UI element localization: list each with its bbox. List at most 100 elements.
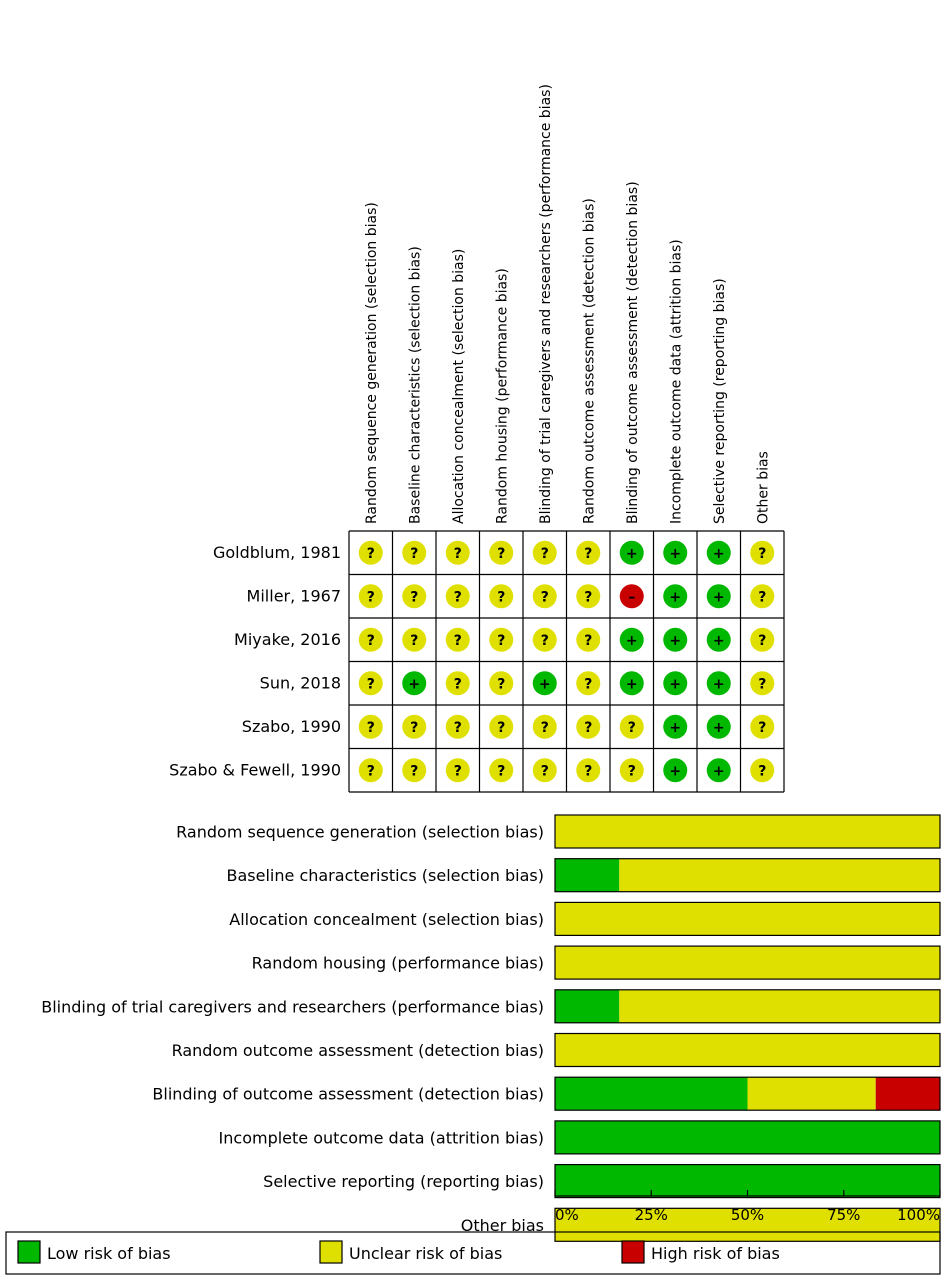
rating-symbol: +: [408, 676, 420, 692]
rating-symbol: ?: [497, 676, 505, 692]
bar-segment-high: [875, 1077, 940, 1111]
bar-segment-unclear: [555, 815, 940, 848]
rating-dot-unclear: [532, 584, 557, 609]
rating-dot-unclear: [576, 758, 601, 783]
category-label: Random outcome assessment (detection bia…: [172, 1041, 544, 1060]
rating-dot-unclear: [358, 627, 383, 652]
rating-dot-low: [706, 584, 731, 609]
rating-dot-unclear: [489, 540, 514, 565]
category-label: Blinding of trial caregivers and researc…: [41, 997, 544, 1016]
rating-dot-unclear: [750, 584, 775, 609]
rating-dot-unclear: [445, 671, 470, 696]
rating-dot-unclear: [750, 714, 775, 739]
rating-symbol: ?: [367, 720, 375, 736]
rating-symbol: ?: [497, 763, 505, 779]
rating-symbol: ?: [497, 589, 505, 605]
rating-symbol: ?: [367, 633, 375, 649]
x-tick-label: 25%: [635, 1206, 668, 1224]
study-label: Miller, 1967: [247, 586, 341, 605]
rating-dot-unclear: [445, 627, 470, 652]
rating-dot-low: [619, 671, 644, 696]
study-label: Szabo & Fewell, 1990: [169, 760, 341, 779]
rating-dot-unclear: [576, 714, 601, 739]
rating-dot-unclear: [576, 540, 601, 565]
rating-symbol: +: [713, 546, 725, 562]
rating-dot-unclear: [532, 714, 557, 739]
bar-outline: [554, 1032, 941, 1068]
rating-dot-unclear: [358, 758, 383, 783]
rating-symbol: ?: [454, 589, 462, 605]
rating-symbol: +: [669, 633, 681, 649]
rating-dot-unclear: [532, 627, 557, 652]
rating-symbol: ?: [410, 589, 418, 605]
rating-symbol: ?: [758, 589, 766, 605]
bar-outline: [554, 901, 941, 937]
rating-symbol: +: [713, 589, 725, 605]
legend-box: [5, 1231, 941, 1275]
rating-dot-unclear: [358, 540, 383, 565]
rating-symbol: ?: [541, 546, 549, 562]
rating-dot-low: [706, 671, 731, 696]
rating-dot-unclear: [489, 758, 514, 783]
bar-segment-unclear: [555, 1208, 940, 1242]
bar-segment-low: [555, 1120, 940, 1154]
column-header: Selective reporting (reporting bias): [712, 278, 728, 524]
risk-of-bias-summary: Random sequence generation (selection bi…: [169, 84, 785, 793]
rating-symbol: ?: [584, 589, 592, 605]
rating-dot-unclear: [750, 540, 775, 565]
rating-dot-unclear: [489, 671, 514, 696]
rating-symbol: ?: [584, 720, 592, 736]
rating-dot-low: [706, 714, 731, 739]
column-header: Random outcome assessment (detection bia…: [581, 198, 597, 524]
bar-outline: [554, 945, 941, 980]
rating-symbol: ?: [541, 589, 549, 605]
rating-dot-unclear: [402, 627, 427, 652]
bar-outline: [554, 858, 941, 893]
rating-dot-unclear: [619, 714, 644, 739]
bar-segment-unclear: [555, 946, 940, 980]
rating-symbol: ?: [497, 720, 505, 736]
rating-symbol: ?: [541, 633, 549, 649]
rating-dot-unclear: [532, 758, 557, 783]
x-tick-label: 75%: [827, 1206, 860, 1224]
rating-symbol: +: [669, 546, 681, 562]
category-label: Baseline characteristics (selection bias…: [227, 866, 544, 885]
rating-dot-low: [402, 671, 427, 696]
rating-dot-low: [619, 540, 644, 565]
rating-dot-unclear: [532, 540, 557, 565]
rating-dot-unclear: [750, 671, 775, 696]
column-header: Random sequence generation (selection bi…: [364, 202, 380, 524]
rating-symbol: +: [626, 546, 638, 562]
rating-dot-unclear: [402, 540, 427, 565]
rating-dot-unclear: [576, 671, 601, 696]
rating-symbol: +: [669, 589, 681, 605]
legend-swatch-high: [621, 1240, 645, 1264]
rating-symbol: +: [669, 720, 681, 736]
rating-symbol: +: [713, 676, 725, 692]
rating-symbol: ?: [454, 676, 462, 692]
rating-dot-unclear: [445, 714, 470, 739]
rating-dot-low: [663, 714, 688, 739]
column-header: Blinding of outcome assessment (detectio…: [625, 181, 641, 524]
rating-dot-unclear: [402, 714, 427, 739]
bar-outline: [554, 1163, 941, 1199]
bar-segment-low: [555, 858, 620, 892]
rating-symbol: ?: [410, 763, 418, 779]
study-label: Goldblum, 1981: [213, 543, 341, 562]
legend-swatch-unclear: [319, 1240, 343, 1264]
bar-segment-unclear: [619, 989, 940, 1023]
rating-symbol: ?: [410, 546, 418, 562]
column-header: Other bias: [755, 451, 771, 524]
bar-outline: [554, 1076, 941, 1111]
bar-segment-unclear: [555, 902, 940, 936]
rating-symbol: ?: [758, 676, 766, 692]
rating-dot-unclear: [445, 584, 470, 609]
rating-symbol: ?: [497, 546, 505, 562]
column-header: Allocation concealment (selection bias): [451, 249, 467, 524]
rating-dot-low: [706, 540, 731, 565]
column-header: Random housing (performance bias): [494, 268, 510, 524]
rating-symbol: ?: [497, 633, 505, 649]
study-label: Szabo, 1990: [242, 717, 341, 736]
rating-dot-unclear: [489, 714, 514, 739]
